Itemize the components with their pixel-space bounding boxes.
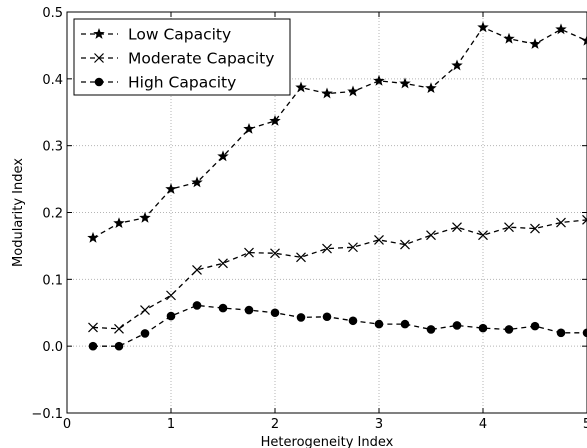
data-point-star xyxy=(373,74,385,86)
data-point-x xyxy=(400,239,410,250)
data-point-x xyxy=(218,258,228,269)
y-tick-label: 0.4 xyxy=(42,73,63,88)
data-point-x xyxy=(452,222,462,233)
y-tick-label: 0.5 xyxy=(42,6,63,21)
data-point-star xyxy=(321,87,333,99)
data-point-x xyxy=(244,247,254,258)
data-point-x xyxy=(322,243,332,254)
data-point-x xyxy=(556,217,566,228)
legend-item: Low Capacity xyxy=(81,26,231,44)
data-point-circle xyxy=(582,328,587,338)
legend-marker-star xyxy=(93,28,105,39)
series-line xyxy=(92,219,587,330)
data-point-star xyxy=(191,176,203,188)
data-point-star xyxy=(451,59,463,71)
data-point-circle xyxy=(400,319,410,329)
data-point-star xyxy=(399,77,411,89)
x-tick-label: 4 xyxy=(479,417,487,432)
data-point-circle xyxy=(426,325,436,334)
data-point-circle xyxy=(556,328,566,338)
axis-ticks: 0 1 2 3 4 5 −0.1 0.0 0.1 0.2 0.3 0.4 0.5 xyxy=(31,6,587,432)
data-point-star xyxy=(347,85,359,97)
series-circle xyxy=(88,301,587,351)
y-tick-label: 0.3 xyxy=(42,140,63,155)
legend-marker-x xyxy=(94,53,104,63)
data-point-circle xyxy=(296,313,306,322)
series-line xyxy=(93,304,587,347)
x-tick-label: 5 xyxy=(583,417,587,432)
x-tick-label: 1 xyxy=(167,417,175,432)
data-point-star xyxy=(139,211,151,223)
x-tick-label: 0 xyxy=(63,417,71,432)
data-point-circle xyxy=(192,301,202,310)
legend-label: High Capacity xyxy=(128,74,236,92)
x-tick-label: 2 xyxy=(271,417,279,432)
data-point-circle xyxy=(270,308,280,318)
series-x xyxy=(88,214,587,334)
data-point-circle xyxy=(218,303,228,313)
x-axis-label: Heterogeneity Index xyxy=(261,435,394,448)
data-point-star xyxy=(503,32,515,44)
data-point-x xyxy=(426,230,436,241)
data-point-x xyxy=(270,248,280,259)
data-point-circle xyxy=(452,321,462,330)
data-point-circle xyxy=(114,341,124,351)
data-point-circle xyxy=(348,316,358,326)
data-point-star xyxy=(269,114,281,126)
data-point-x xyxy=(478,230,488,241)
data-point-star xyxy=(581,34,587,46)
y-axis-label: Modularity Index xyxy=(11,158,26,267)
data-point-star xyxy=(217,150,229,162)
data-point-star xyxy=(425,82,437,94)
y-tick-label: −0.1 xyxy=(31,407,63,422)
data-point-x xyxy=(348,242,358,253)
legend: Low Capacity Moderate Capacity High Capaci… xyxy=(73,18,291,96)
data-point-star xyxy=(165,183,177,194)
data-point-star xyxy=(243,122,255,134)
legend-label: Low Capacity xyxy=(128,26,231,44)
data-point-x xyxy=(530,223,540,234)
data-point-x xyxy=(582,214,587,225)
data-point-x xyxy=(166,290,176,301)
data-point-circle xyxy=(504,325,514,334)
series-layer xyxy=(87,21,587,351)
data-point-star xyxy=(295,81,307,93)
legend-label: Moderate Capacity xyxy=(128,50,274,68)
data-point-star xyxy=(87,231,99,243)
legend-item: Moderate Capacity xyxy=(81,50,274,68)
data-point-circle xyxy=(244,305,254,315)
data-point-circle xyxy=(166,311,176,321)
series-star xyxy=(87,21,587,243)
data-point-x xyxy=(192,265,202,275)
data-point-x xyxy=(140,305,150,316)
legend-marker-circle xyxy=(94,77,104,87)
data-point-x xyxy=(374,234,384,245)
data-point-x xyxy=(88,322,98,333)
legend-item: High Capacity xyxy=(81,74,236,92)
data-point-star xyxy=(555,23,567,35)
data-point-circle xyxy=(478,323,488,333)
data-point-circle xyxy=(140,329,150,338)
x-tick-label: 3 xyxy=(375,417,383,432)
data-point-x xyxy=(114,323,124,334)
data-point-star xyxy=(113,217,125,229)
data-point-circle xyxy=(88,341,98,351)
y-tick-label: 0.1 xyxy=(42,273,63,288)
data-point-circle xyxy=(530,321,540,331)
y-tick-label: 0.0 xyxy=(42,340,63,355)
data-point-x xyxy=(296,252,306,263)
data-point-star xyxy=(529,38,541,49)
data-point-circle xyxy=(322,312,332,322)
data-point-star xyxy=(477,21,489,33)
y-tick-label: 0.2 xyxy=(42,207,63,222)
data-point-circle xyxy=(374,319,384,329)
data-point-x xyxy=(504,222,514,233)
